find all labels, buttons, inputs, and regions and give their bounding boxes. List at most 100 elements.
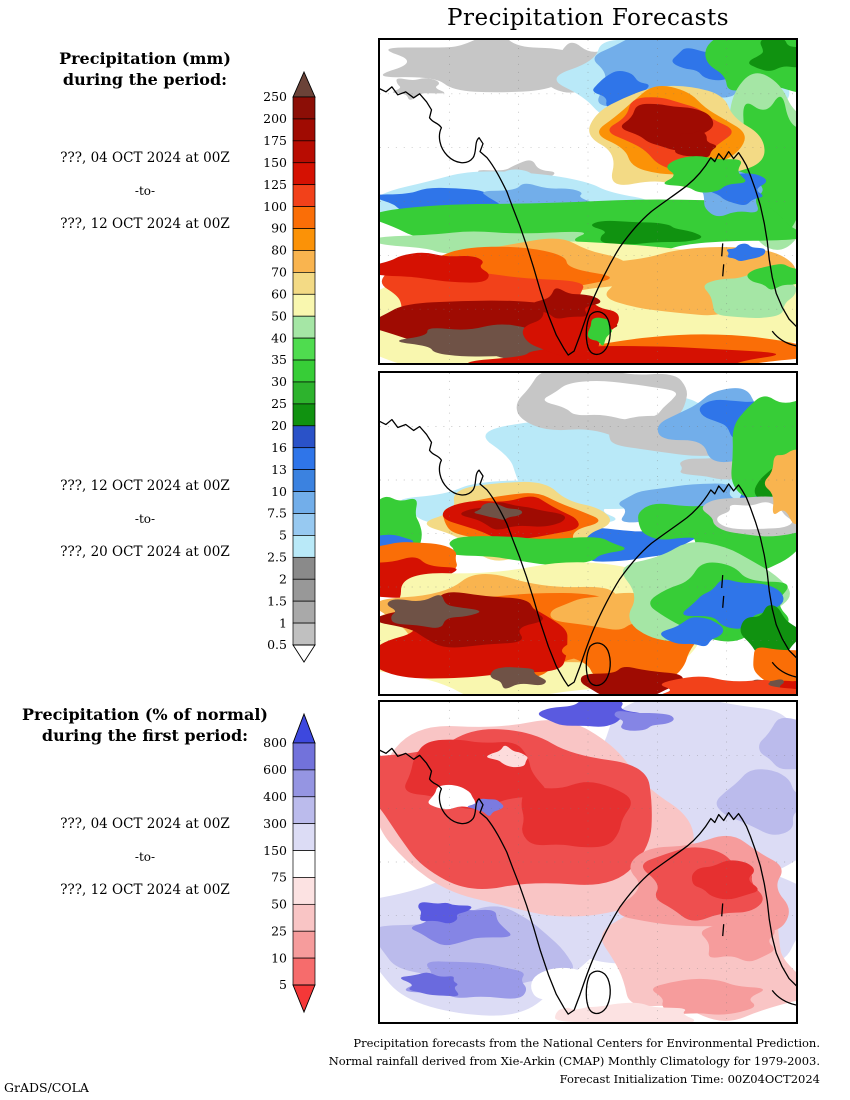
percent-normal-map-period1 <box>378 700 798 1024</box>
colorbar-segment <box>292 381 316 405</box>
colorbar-segment <box>292 578 316 602</box>
footer-line2: Normal rainfall derived from Xie-Arkin (… <box>328 1054 820 1068</box>
colorbar-segment <box>292 250 316 273</box>
coastline <box>380 747 796 1015</box>
colorbar-segment <box>292 337 316 361</box>
colorbar-tick-label: 2 <box>279 571 287 586</box>
colorbar-tick-label: 300 <box>263 816 287 831</box>
coastline-mainland <box>380 418 796 687</box>
contour-fill-art <box>380 40 796 363</box>
coastline-andaman-islands <box>721 903 725 937</box>
colorbar-segment <box>292 96 316 120</box>
colorbar-tick-label: 400 <box>263 789 287 804</box>
colorbar-segment <box>292 272 316 295</box>
colorbar-tick-label: 1.5 <box>267 593 287 608</box>
colorbar-segment <box>292 600 316 624</box>
colorbar-tick-label: 1 <box>279 615 287 630</box>
colorbar-tick-label: 150 <box>263 843 287 858</box>
colorbar-tick-label: 800 <box>263 735 287 750</box>
colorbar-tick-label: 30 <box>271 374 287 389</box>
colorbar-tick-label: 50 <box>271 308 287 323</box>
colorbar-tick-label: 7.5 <box>267 506 287 521</box>
colorbar-tick-label: 10 <box>271 950 287 965</box>
grads-credit: GrADS/COLA <box>4 1080 89 1095</box>
coastline-sri-lanka <box>585 642 611 687</box>
mm-heading-line2: during the period: <box>62 70 228 89</box>
precip-mm-map-period2 <box>378 371 798 696</box>
colorbar-segment <box>292 425 316 449</box>
colorbar-tick-label: 125 <box>263 177 287 192</box>
colorbar-segment <box>292 796 316 825</box>
footer-caption: Precipitation forecasts from the Nationa… <box>300 1034 820 1088</box>
colorbar-tick-label: 175 <box>263 133 287 148</box>
colorbar-tick-label: 16 <box>271 440 287 455</box>
colorbar-segment <box>292 469 316 492</box>
colorbar-tick-label: 35 <box>271 352 287 367</box>
colorbar-tick-label: 250 <box>263 89 287 104</box>
colorbar-tick-label: 25 <box>271 923 287 938</box>
coastline-sumatra <box>771 990 796 1006</box>
coastline-mainland <box>380 86 796 356</box>
colorbar-tick-label: 25 <box>271 396 287 411</box>
pct-period-to: ???, 12 OCT 2024 at 00Z <box>60 882 230 898</box>
colorbar-tick-label: 90 <box>271 221 287 236</box>
colorbar-segment <box>292 823 316 851</box>
colorbar-tick-label: 50 <box>271 897 287 912</box>
colorbar-segment <box>292 228 316 251</box>
colorbar-below-min-arrow <box>292 644 316 663</box>
colorbar-segment <box>292 403 316 427</box>
mm-period1-to: ???, 12 OCT 2024 at 00Z <box>60 216 230 232</box>
coastline-andaman-islands <box>721 243 725 277</box>
colorbar-tick-label: 13 <box>271 462 287 477</box>
contour-fill-art <box>380 373 796 694</box>
coastline-andaman-islands <box>721 575 725 608</box>
coastline <box>380 418 796 687</box>
footer-line1: Precipitation forecasts from the Nationa… <box>353 1036 820 1050</box>
colorbar-above-max-arrow <box>292 712 316 744</box>
colorbar-segment <box>292 622 316 646</box>
colorbar-segment <box>292 930 316 959</box>
colorbar-above-max-arrow <box>292 70 316 98</box>
colorbar-percent-normal: 800 600 400 300 150 75 50 25 10 5 <box>263 712 316 1014</box>
colorbar-tick-label: 5 <box>279 977 287 992</box>
mm-period2-from: ???, 12 OCT 2024 at 00Z <box>60 478 230 494</box>
pct-period-separator: -to- <box>134 850 156 864</box>
colorbar-segment <box>292 556 316 580</box>
colorbar-segment <box>292 742 316 771</box>
coastline-sumatra <box>771 330 796 347</box>
colorbar-tick-label: 150 <box>263 155 287 170</box>
colorbar-segment <box>292 447 316 470</box>
coastline <box>380 86 796 356</box>
coastline-sri-lanka <box>585 311 611 356</box>
colorbar-segment <box>292 850 316 878</box>
colorbar-tick-label: 75 <box>271 870 287 885</box>
mm-period1-separator: -to- <box>134 184 156 198</box>
colorbar-tick-label: 70 <box>271 265 287 280</box>
colorbar-segment <box>292 769 316 798</box>
mm-period2-separator: -to- <box>134 512 156 526</box>
colorbar-tick-label: 80 <box>271 243 287 258</box>
coastline-sri-lanka <box>585 970 611 1015</box>
colorbar-tick-label: 2.5 <box>267 550 287 565</box>
colorbar-tick-label: 600 <box>263 762 287 777</box>
colorbar-tick-label: 60 <box>271 286 287 301</box>
colorbar-segment <box>292 491 316 514</box>
colorbar-segment <box>292 513 316 536</box>
precip-mm-map-period1 <box>378 38 798 365</box>
mm-period1-from: ???, 04 OCT 2024 at 00Z <box>60 150 230 166</box>
colorbar-segment <box>292 184 316 207</box>
colorbar-tick-label: 40 <box>271 330 287 345</box>
colorbar-segment <box>292 957 316 986</box>
pct-section-heading: Precipitation (% of normal) during the f… <box>5 704 285 746</box>
colorbar-tick-label: 20 <box>271 418 287 433</box>
footer-line3: Forecast Initialization Time: 00Z04OCT20… <box>559 1072 820 1086</box>
contour-fill-art <box>380 702 796 1022</box>
mm-section-heading: Precipitation (mm) during the period: <box>10 48 280 90</box>
colorbar-segment <box>292 162 316 186</box>
colorbar-tick-label: 0.5 <box>267 637 287 652</box>
coastline-sumatra <box>771 661 796 678</box>
colorbar-segment <box>292 118 316 142</box>
pct-heading-line1: Precipitation (% of normal) <box>22 705 268 724</box>
pct-heading-line2: during the first period: <box>41 726 249 745</box>
colorbar-segment <box>292 359 316 383</box>
